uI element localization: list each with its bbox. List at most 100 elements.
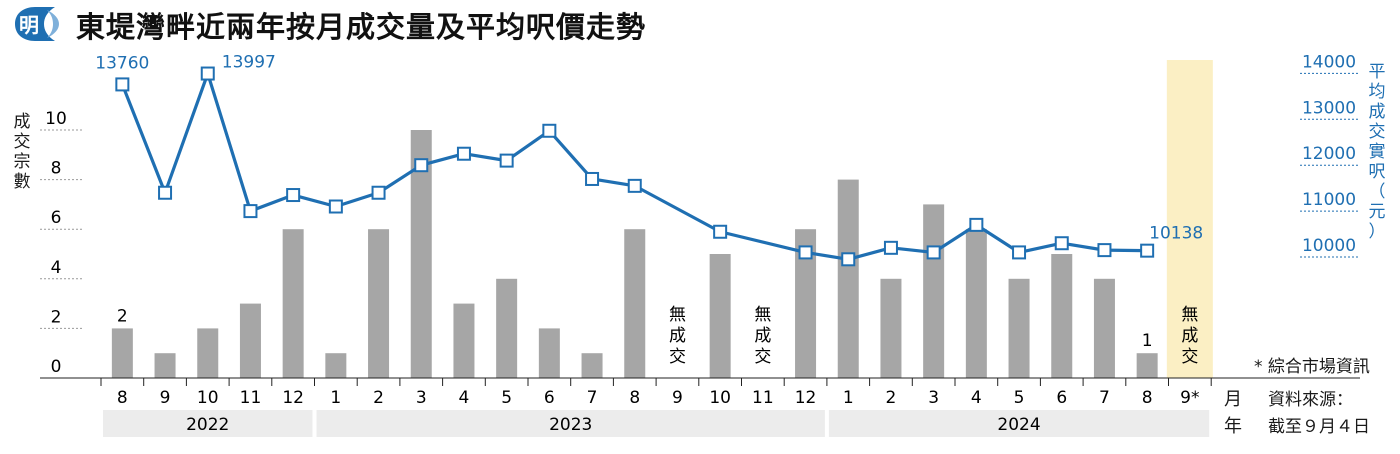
bar — [837, 179, 859, 378]
price-value-label: 10138 — [1149, 224, 1203, 244]
no-trade-char: 成 — [1181, 326, 1198, 346]
month-label: 8 — [629, 388, 640, 408]
year-band — [828, 410, 1210, 437]
month-label: 12 — [795, 388, 817, 408]
price-point-marker — [243, 204, 258, 219]
month-axis-label: 月 — [1224, 389, 1242, 410]
month-label: 6 — [544, 388, 555, 408]
bar-value-label: 1 — [1142, 331, 1153, 351]
price-point-marker — [456, 146, 471, 161]
price-point-marker — [542, 123, 557, 138]
bar — [1136, 353, 1158, 378]
month-label: 1 — [843, 388, 854, 408]
bar — [496, 278, 518, 378]
bar — [923, 204, 945, 378]
no-trade-char: 交 — [669, 347, 686, 367]
bar — [239, 303, 261, 378]
bar — [1093, 278, 1115, 378]
right-tick-label: 12000 — [1302, 144, 1356, 164]
month-label: 5 — [501, 388, 512, 408]
year-band — [316, 410, 825, 437]
month-label: 7 — [587, 388, 598, 408]
right-axis-label: 平均成交實呎（元） — [1368, 62, 1386, 242]
price-point-marker — [1097, 243, 1112, 258]
no-trade-char: 無 — [1181, 305, 1198, 325]
price-point-marker — [1140, 243, 1155, 258]
bar — [709, 254, 731, 378]
month-label: 10 — [709, 388, 731, 408]
price-point-marker — [328, 199, 343, 214]
left-tick-label: 10 — [45, 109, 67, 129]
price-value-label: 13760 — [95, 53, 149, 73]
no-trade-label: 無成交 — [1181, 305, 1198, 367]
bar — [538, 328, 560, 378]
left-tick-label: 4 — [51, 258, 62, 278]
month-label: 11 — [240, 388, 262, 408]
month-label: 1 — [330, 388, 341, 408]
month-label: 2 — [886, 388, 897, 408]
logo-char: 明 — [19, 13, 39, 37]
price-point-marker — [1054, 236, 1069, 251]
price-point-marker — [499, 153, 514, 168]
bar — [410, 130, 432, 378]
bar — [1008, 278, 1030, 378]
month-label: 12 — [282, 388, 304, 408]
month-label: 9* — [1180, 388, 1199, 408]
no-trade-char: 成 — [754, 326, 771, 346]
price-point-marker — [713, 224, 728, 239]
no-trade-char: 無 — [669, 305, 686, 325]
bar — [154, 353, 176, 378]
month-label: 5 — [1014, 388, 1025, 408]
year-label: 2022 — [186, 415, 229, 435]
left-axis-label: 成交宗數 — [13, 112, 31, 192]
month-label: 9 — [160, 388, 171, 408]
bar — [325, 353, 347, 378]
year-label: 2024 — [997, 415, 1040, 435]
month-label: 9 — [672, 388, 683, 408]
price-point-marker — [286, 188, 301, 203]
month-label: 10 — [197, 388, 219, 408]
year-label: 2023 — [549, 415, 592, 435]
month-label: 8 — [1142, 388, 1153, 408]
no-trade-label: 無成交 — [754, 305, 771, 367]
price-point-marker — [414, 158, 429, 173]
bar — [368, 229, 390, 378]
source-label: 資料來源： — [1268, 390, 1353, 410]
no-trade-char: 無 — [754, 305, 771, 325]
month-label: 6 — [1056, 388, 1067, 408]
month-label: 4 — [459, 388, 470, 408]
year-axis-label: 年 — [1224, 416, 1242, 437]
price-point-marker — [371, 185, 386, 200]
month-label: 8 — [117, 388, 128, 408]
month-label: 3 — [416, 388, 427, 408]
price-point-marker — [627, 178, 642, 193]
month-label: 2 — [373, 388, 384, 408]
price-point-marker — [883, 240, 898, 255]
month-label: 11 — [752, 388, 774, 408]
bar — [624, 229, 646, 378]
price-point-marker — [841, 252, 856, 267]
price-point-marker — [798, 245, 813, 260]
year-band — [103, 410, 313, 437]
price-point-marker — [926, 245, 941, 260]
no-trade-char: 交 — [754, 347, 771, 367]
right-tick-label: 11000 — [1302, 190, 1356, 210]
no-trade-char: 交 — [1181, 347, 1198, 367]
bar — [453, 303, 475, 378]
left-tick-label: 0 — [51, 357, 62, 377]
month-label: 3 — [928, 388, 939, 408]
price-point-marker — [115, 77, 130, 92]
no-trade-char: 成 — [669, 326, 686, 346]
left-tick-label: 8 — [51, 159, 62, 179]
month-label: 4 — [971, 388, 982, 408]
bar-value-label: 2 — [117, 306, 128, 326]
left-tick-label: 2 — [51, 307, 62, 327]
bar — [197, 328, 219, 378]
price-point-marker — [200, 66, 215, 81]
bar — [1051, 254, 1073, 378]
no-trade-label: 無成交 — [669, 305, 686, 367]
bar — [111, 328, 133, 378]
bar — [581, 353, 603, 378]
price-point-marker — [585, 171, 600, 186]
